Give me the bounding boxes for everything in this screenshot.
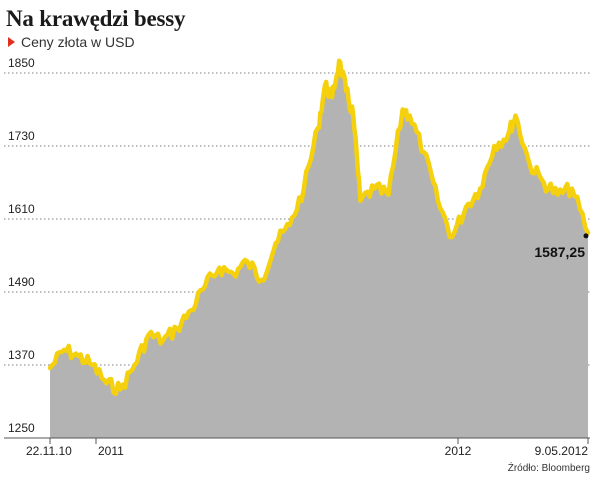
source-note: Źródło: Bloomberg xyxy=(507,463,590,474)
y-tick-label: 1250 xyxy=(8,421,35,435)
area-layer xyxy=(4,58,591,444)
y-tick-label: 1610 xyxy=(8,202,35,216)
x-tick-label: 22.11.10 xyxy=(26,444,72,458)
chart-subtitle: Ceny złota w USD xyxy=(8,34,135,50)
x-tick-label: 2012 xyxy=(445,444,472,458)
y-tick-label: 1490 xyxy=(8,275,35,289)
last-value-label: 1587,25 xyxy=(534,244,585,260)
price-area xyxy=(50,60,588,439)
chart-subtitle-text: Ceny złota w USD xyxy=(21,34,135,50)
label-layer: 1250 1370 1490 1610 1730 1850 22.11.10 2011 2012… xyxy=(8,56,588,458)
y-tick-label: 1850 xyxy=(8,56,35,70)
x-tick-label: 2011 xyxy=(98,444,124,458)
x-tick-label: 9.05.2012 xyxy=(535,444,589,458)
chart-title: Na krawędzi bessy xyxy=(6,6,186,31)
price-line xyxy=(47,58,591,397)
red-triangle-icon xyxy=(8,37,15,47)
y-tick-label: 1370 xyxy=(8,348,35,362)
last-value-dot xyxy=(583,233,589,239)
y-tick-label: 1730 xyxy=(8,129,35,143)
